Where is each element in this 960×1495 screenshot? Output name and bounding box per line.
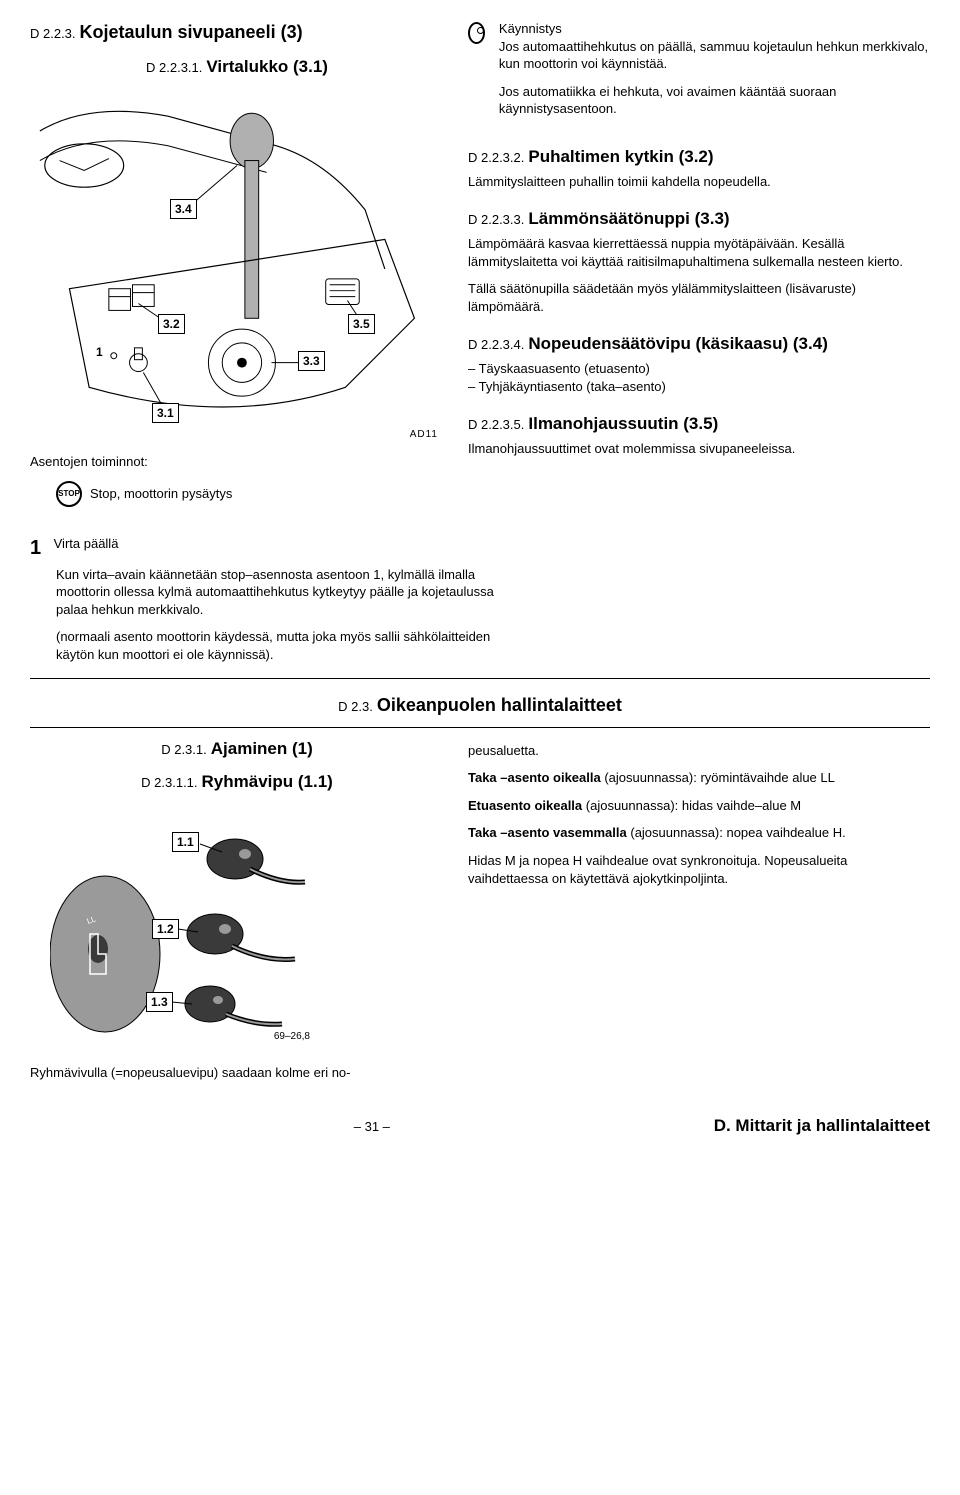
stop-text: Stop, moottorin pysäytys [90,485,232,503]
callout-1-2: 1.2 [152,919,179,939]
diagram2-svg: LL [50,804,350,1044]
p-d2233-1: Lämpömäärä kasvaa kierrettäessä nuppia m… [468,235,930,270]
heading-d2233: D 2.2.3.3. Lämmönsäätönuppi (3.3) [468,208,930,231]
callout-3-4: 3.4 [170,199,197,219]
callout-3-3: 3.3 [298,351,325,371]
heading-text: Ryhmävipu (1.1) [202,772,333,791]
bullet-2: – Tyhjäkäyntiasento (taka–asento) [468,378,930,396]
heading-num: D 2.2.3.2. [468,150,524,165]
heading-d2231: D 2.2.3.1. Virtalukko (3.1) [30,56,444,79]
key-p1: Jos automaattihehkutus on päällä, sammuu… [499,38,930,73]
r-p0: peusaluetta. [468,742,930,760]
heading-d2235: D 2.2.3.5. Ilmanohjaussuutin (3.5) [468,413,930,436]
heading-text: Oikeanpuolen hallintalaitteet [377,695,622,715]
diagram-levers: LL [50,804,350,1044]
virta-p1: Kun virta–avain käännetään stop–asennost… [56,566,498,619]
heading-text: Nopeudensäätövipu (käsikaasu) (3.4) [528,334,827,353]
ryhmavipu-bottom: Ryhmävivulla (=nopeusaluevipu) saadaan k… [30,1064,444,1082]
heading-d23: D 2.3. Oikeanpuolen hallintalaitteet [30,693,930,717]
figure-code: AD11 [410,428,438,442]
right-column: Käynnistys Jos automaattihehkutus on pää… [468,20,930,511]
right-column-2: peusaluetta. Taka –asento oikealla (ajos… [468,738,930,1091]
key-block: Käynnistys Jos automaattihehkutus on pää… [468,20,930,128]
heading-num: D 2.3. [338,699,373,714]
heading-num: D 2.2.3.5. [468,417,524,432]
key-icon [468,22,485,44]
r-p3-bold: Taka –asento vasemmalla [468,825,627,840]
virta-p2: (normaali asento moottorin käydessä, mut… [56,628,498,663]
key-p2: Jos automatiikka ei hehkuta, voi avaimen… [499,83,930,118]
heading-num: D 2.3.1.1. [141,775,197,790]
heading-num: D 2.2.3. [30,26,76,41]
r-p3: Taka –asento vasemmalla (ajosuunnassa): … [468,824,930,842]
heading-d223: D 2.2.3. Kojetaulun sivupaneeli (3) [30,20,444,44]
virta-block: 1 Virta päällä Kun virta–avain käännetää… [30,535,498,664]
p-d2232: Lämmityslaitteen puhallin toimii kahdell… [468,173,930,191]
r-p2: Etuasento oikealla (ajosuunnassa): hidas… [468,797,930,815]
pos-1: 1 [96,344,103,360]
divider-2 [30,727,930,728]
page-number: – 31 – [354,1118,390,1136]
callout-1-3: 1.3 [146,992,173,1012]
r-p1: Taka –asento oikealla (ajosuunnassa): ry… [468,769,930,787]
r-p4: Hidas M ja nopea H vaihdealue ovat synkr… [468,852,930,887]
figure-code-2: 69–26,8 [274,1030,310,1044]
heading-d231: D 2.3.1. Ajaminen (1) [30,738,444,761]
stop-row: STOP Stop, moottorin pysäytys [30,481,444,507]
heading-num: D 2.2.3.3. [468,212,524,227]
heading-d2311: D 2.3.1.1. Ryhmävipu (1.1) [30,771,444,794]
callout-1-1: 1.1 [172,832,199,852]
section-d223: D 2.2.3. Kojetaulun sivupaneeli (3) D 2.2… [30,20,930,511]
r-p2-rest: (ajosuunnassa): hidas vaihde–alue M [582,798,801,813]
heading-num: D 2.3.1. [161,742,207,757]
heading-text: Puhaltimen kytkin (3.2) [528,147,713,166]
section-d23: D 2.3.1. Ajaminen (1) D 2.3.1.1. Ryhmävipu… [30,738,930,1091]
heading-num: D 2.2.3.4. [468,337,524,352]
heading-text: Kojetaulun sivupaneeli (3) [80,22,303,42]
left-column-2: D 2.3.1. Ajaminen (1) D 2.3.1.1. Ryhmävipu… [30,738,444,1091]
heading-num: D 2.2.3.1. [146,60,202,75]
p-d2233-2: Tällä säätönupilla säädetään myös yläläm… [468,280,930,315]
callout-3-2: 3.2 [158,314,185,334]
heading-d2232: D 2.2.3.2. Puhaltimen kytkin (3.2) [468,146,930,169]
stop-icon: STOP [56,481,82,507]
heading-text: Ajaminen (1) [211,739,313,758]
virta-title: Virta päällä [54,536,119,551]
p-d2235: Ilmanohjaussuuttimet ovat molemmissa siv… [468,440,930,458]
divider-1 [30,678,930,679]
callout-3-5: 3.5 [348,314,375,334]
r-p1-bold: Taka –asento oikealla [468,770,601,785]
footer-section: D. Mittarit ja hallintalaitteet [714,1115,930,1138]
page-footer: – 31 – D. Mittarit ja hallintalaitteet [30,1115,930,1138]
asennot-label: Asentojen toiminnot: [30,453,444,471]
heading-text: Ilmanohjaussuutin (3.5) [528,414,718,433]
diagram-svg [30,89,444,449]
heading-d2234: D 2.2.3.4. Nopeudensäätövipu (käsikaasu) … [468,333,930,356]
heading-text: Virtalukko (3.1) [206,57,328,76]
r-p3-rest: (ajosuunnassa): nopea vaihdealue H. [627,825,846,840]
heading-text: Lämmönsäätönuppi (3.3) [528,209,729,228]
key-title: Käynnistys [499,20,930,38]
r-p2-bold: Etuasento oikealla [468,798,582,813]
left-column: D 2.2.3. Kojetaulun sivupaneeli (3) D 2.2… [30,20,444,511]
big-one: 1 [30,535,50,562]
bullet-1: – Täyskaasuasento (etuasento) [468,360,930,378]
callout-3-1: 3.1 [152,403,179,423]
diagram-side-panel: 3.4 3.2 3.5 3.3 3.1 1 AD11 [30,89,444,449]
r-p1-rest: (ajosuunnassa): ryömintävaihde alue LL [601,770,835,785]
